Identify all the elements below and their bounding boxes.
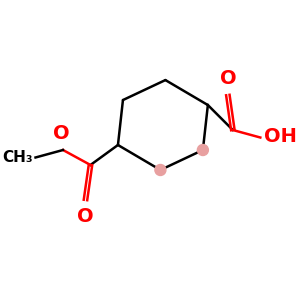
Text: OH: OH (264, 127, 297, 146)
Circle shape (197, 145, 208, 155)
Text: O: O (77, 207, 94, 226)
Text: O: O (53, 124, 70, 143)
Text: CH₃: CH₃ (2, 150, 33, 165)
Text: O: O (220, 69, 236, 88)
Circle shape (155, 164, 166, 175)
